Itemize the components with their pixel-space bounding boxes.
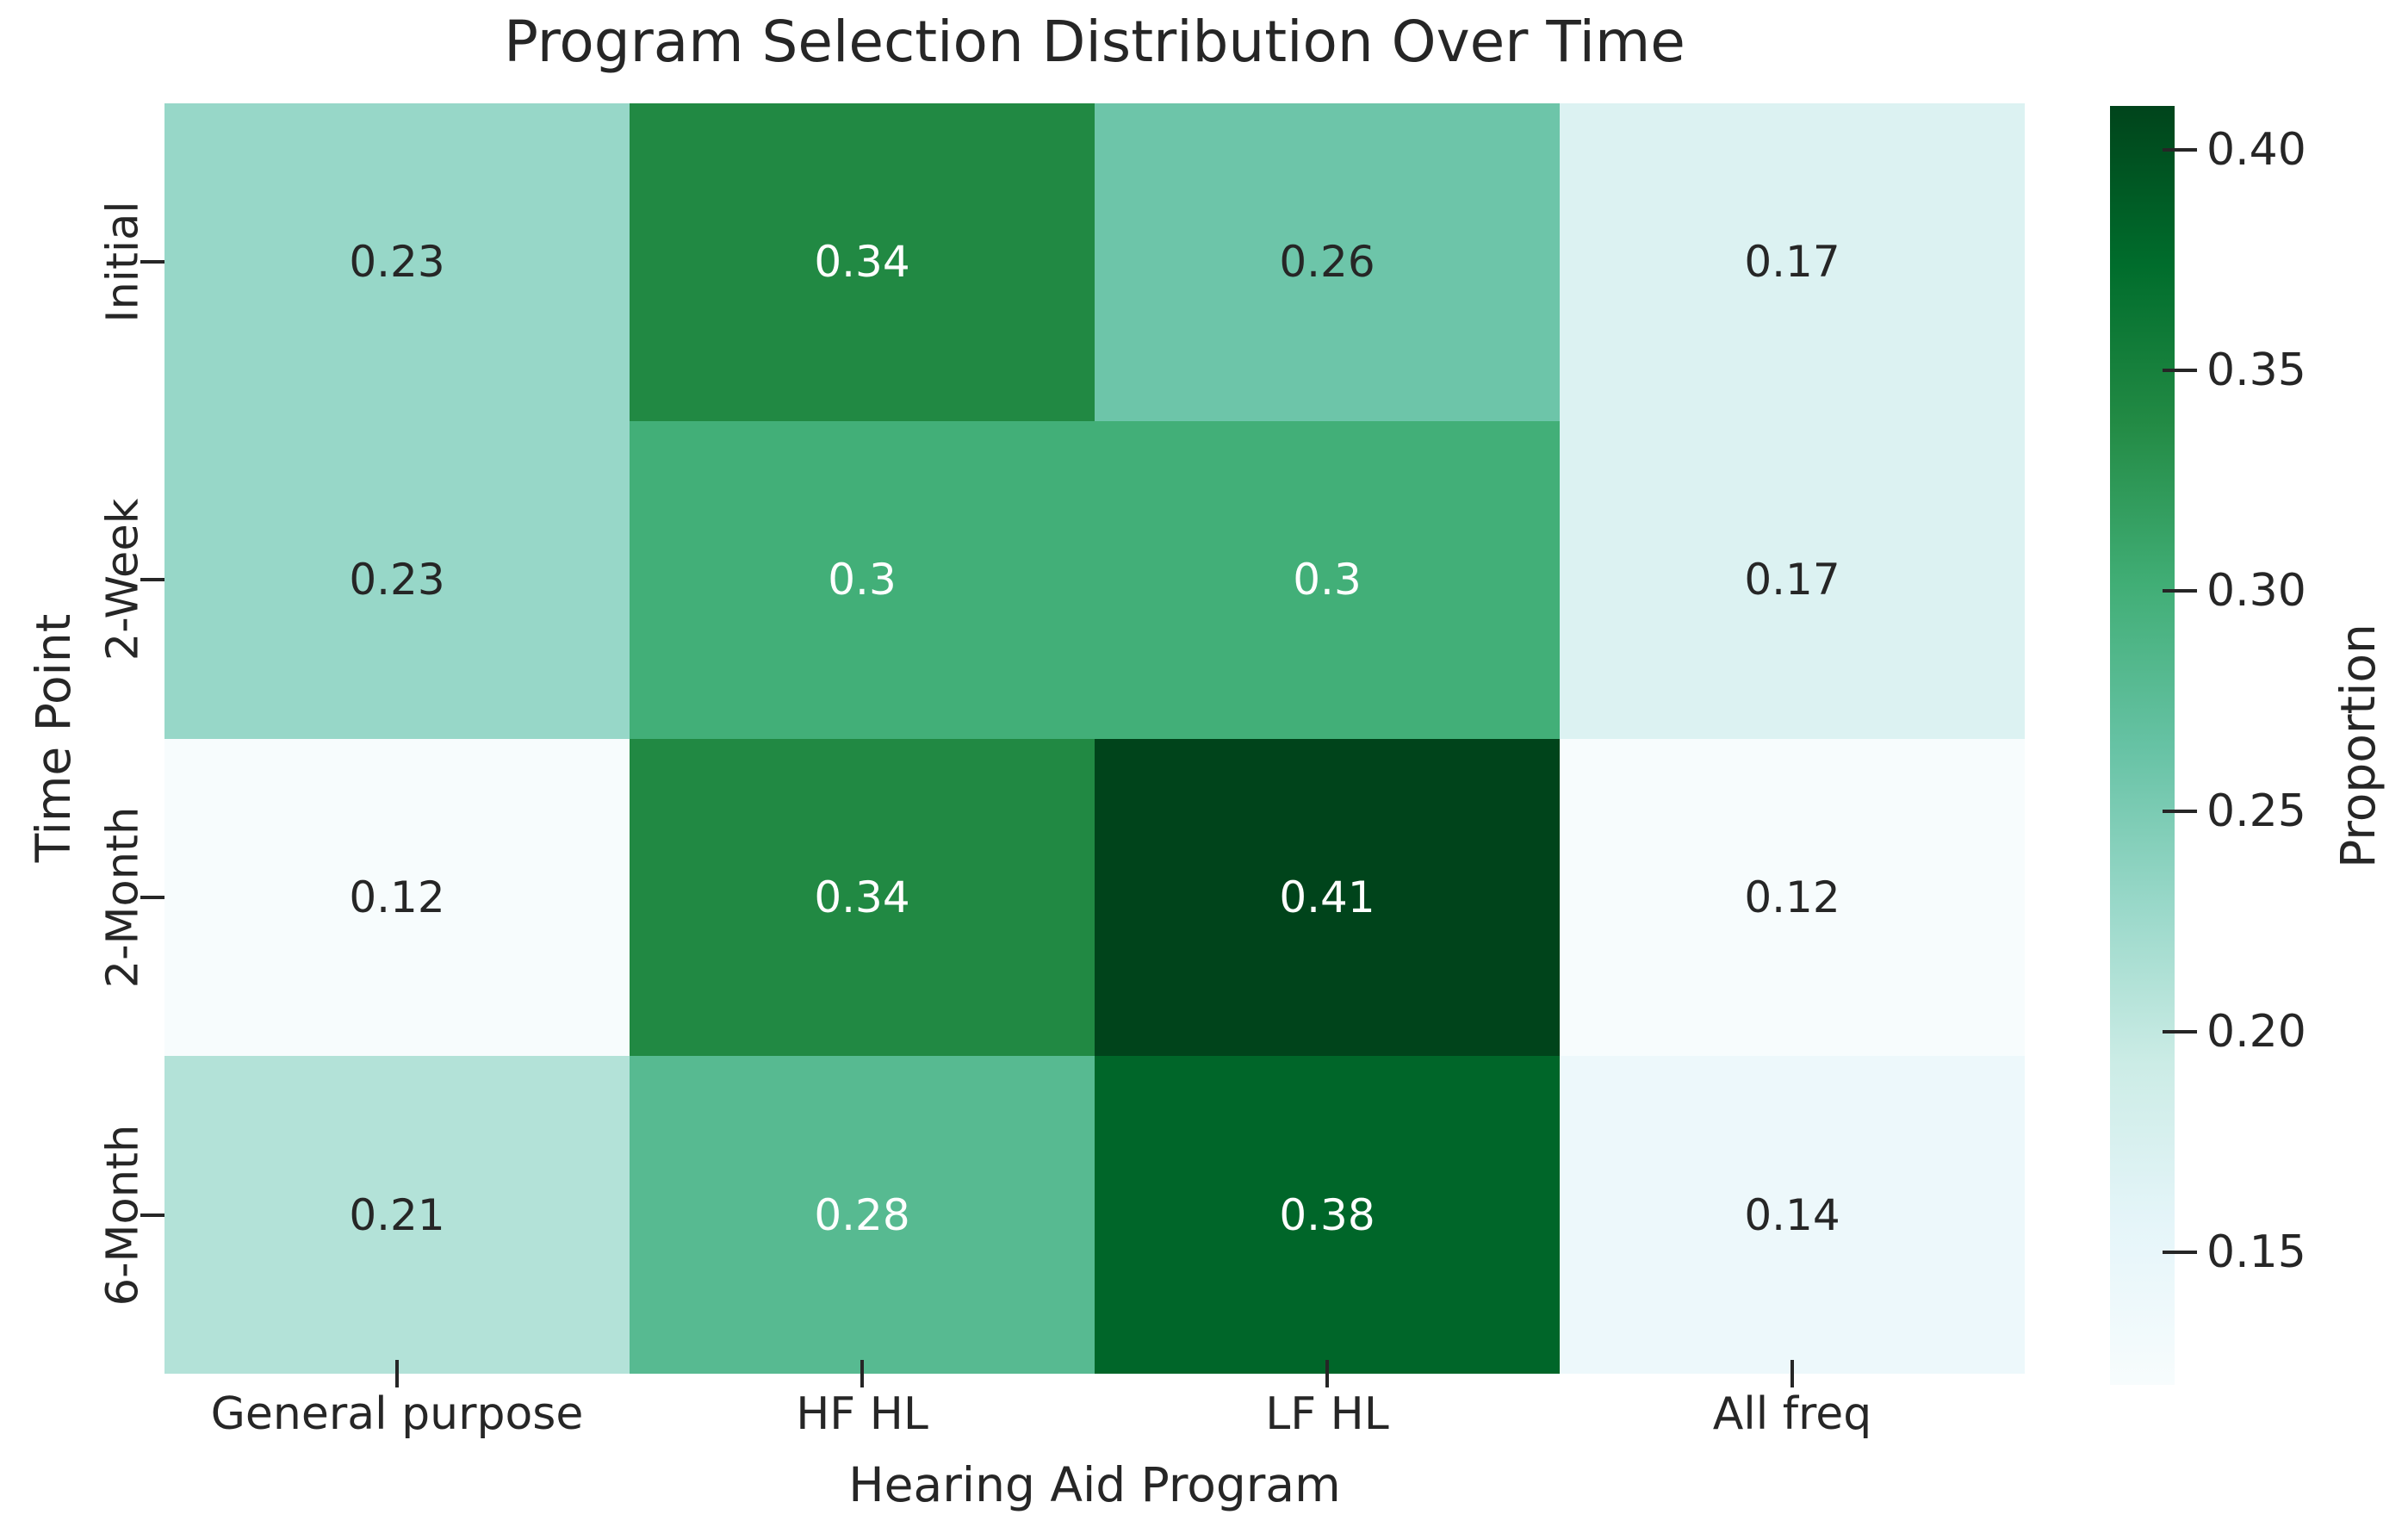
x-tick-mark [860, 1360, 864, 1387]
colorbar-tick-label: 0.20 [2206, 1006, 2306, 1058]
heatmap-cell: 0.34 [630, 103, 1095, 421]
heatmap-cell: 0.34 [630, 738, 1095, 1057]
colorbar-tick-mark [2163, 1251, 2197, 1255]
x-tick-label: LF HL [1265, 1388, 1389, 1440]
cell-value: 0.3 [828, 555, 897, 605]
heatmap-cell: 0.17 [1560, 420, 2025, 739]
cell-value: 0.28 [814, 1189, 910, 1240]
cell-value: 0.23 [349, 237, 445, 288]
heatmap-cell: 0.23 [164, 103, 630, 421]
cell-value: 0.3 [1293, 555, 1362, 605]
colorbar [2110, 106, 2175, 1385]
x-axis-label: Hearing Aid Program [848, 1457, 1341, 1512]
y-tick-mark [140, 260, 164, 264]
cell-value: 0.12 [349, 872, 445, 922]
x-tick-label: All freq [1712, 1388, 1872, 1440]
colorbar-tick-mark [2163, 810, 2197, 814]
y-axis-label: Time Point [26, 613, 81, 863]
heatmap-cell: 0.12 [164, 738, 630, 1057]
x-tick-label: HF HL [796, 1388, 928, 1440]
y-tick-mark [140, 578, 164, 582]
heatmap-cell: 0.17 [1560, 103, 2025, 421]
heatmap-cell: 0.26 [1095, 103, 1560, 421]
colorbar-tick-label: 0.25 [2206, 785, 2306, 838]
heatmap-grid: 0.23 0.34 0.26 0.17 0.23 0.3 0.3 0.17 0.12 0.34 0.… [164, 103, 2025, 1374]
x-tick-label: General purpose [210, 1388, 584, 1440]
cell-value: 0.21 [349, 1189, 445, 1240]
cell-value: 0.17 [1744, 555, 1840, 605]
cell-value: 0.34 [814, 237, 910, 288]
cell-value: 0.12 [1744, 872, 1840, 922]
colorbar-tick-mark [2163, 1030, 2197, 1034]
colorbar-tick-label: 0.15 [2206, 1226, 2306, 1279]
heatmap-cell: 0.28 [630, 1056, 1095, 1374]
colorbar-tick-mark [2163, 369, 2197, 373]
colorbar-tick-label: 0.35 [2206, 345, 2306, 397]
heatmap-cell: 0.12 [1560, 738, 2025, 1057]
cell-value: 0.17 [1744, 237, 1840, 288]
colorbar-tick-mark [2163, 589, 2197, 593]
colorbar-tick-mark [2163, 148, 2197, 152]
heatmap-cell: 0.38 [1095, 1056, 1560, 1374]
cell-value: 0.26 [1279, 237, 1375, 288]
chart-title: Program Selection Distribution Over Time [504, 9, 1685, 75]
y-tick-mark [140, 895, 164, 899]
y-tick-mark [140, 1213, 164, 1217]
cell-value: 0.41 [1279, 872, 1375, 922]
heatmap-cell: 0.3 [1095, 420, 1560, 739]
x-tick-mark [395, 1360, 399, 1387]
cell-value: 0.34 [814, 872, 910, 922]
cell-value: 0.14 [1744, 1189, 1840, 1240]
colorbar-label: Proportion [2330, 624, 2386, 868]
heatmap-cell: 0.23 [164, 420, 630, 739]
x-tick-mark [1790, 1360, 1794, 1387]
heatmap-cell: 0.14 [1560, 1056, 2025, 1374]
colorbar-tick-label: 0.40 [2206, 124, 2306, 177]
cell-value: 0.23 [349, 555, 445, 605]
cell-value: 0.38 [1279, 1189, 1375, 1240]
colorbar-tick-label: 0.30 [2206, 565, 2306, 618]
heatmap-cell: 0.41 [1095, 738, 1560, 1057]
heatmap-cell: 0.3 [630, 420, 1095, 739]
x-tick-mark [1325, 1360, 1329, 1387]
heatmap-cell: 0.21 [164, 1056, 630, 1374]
